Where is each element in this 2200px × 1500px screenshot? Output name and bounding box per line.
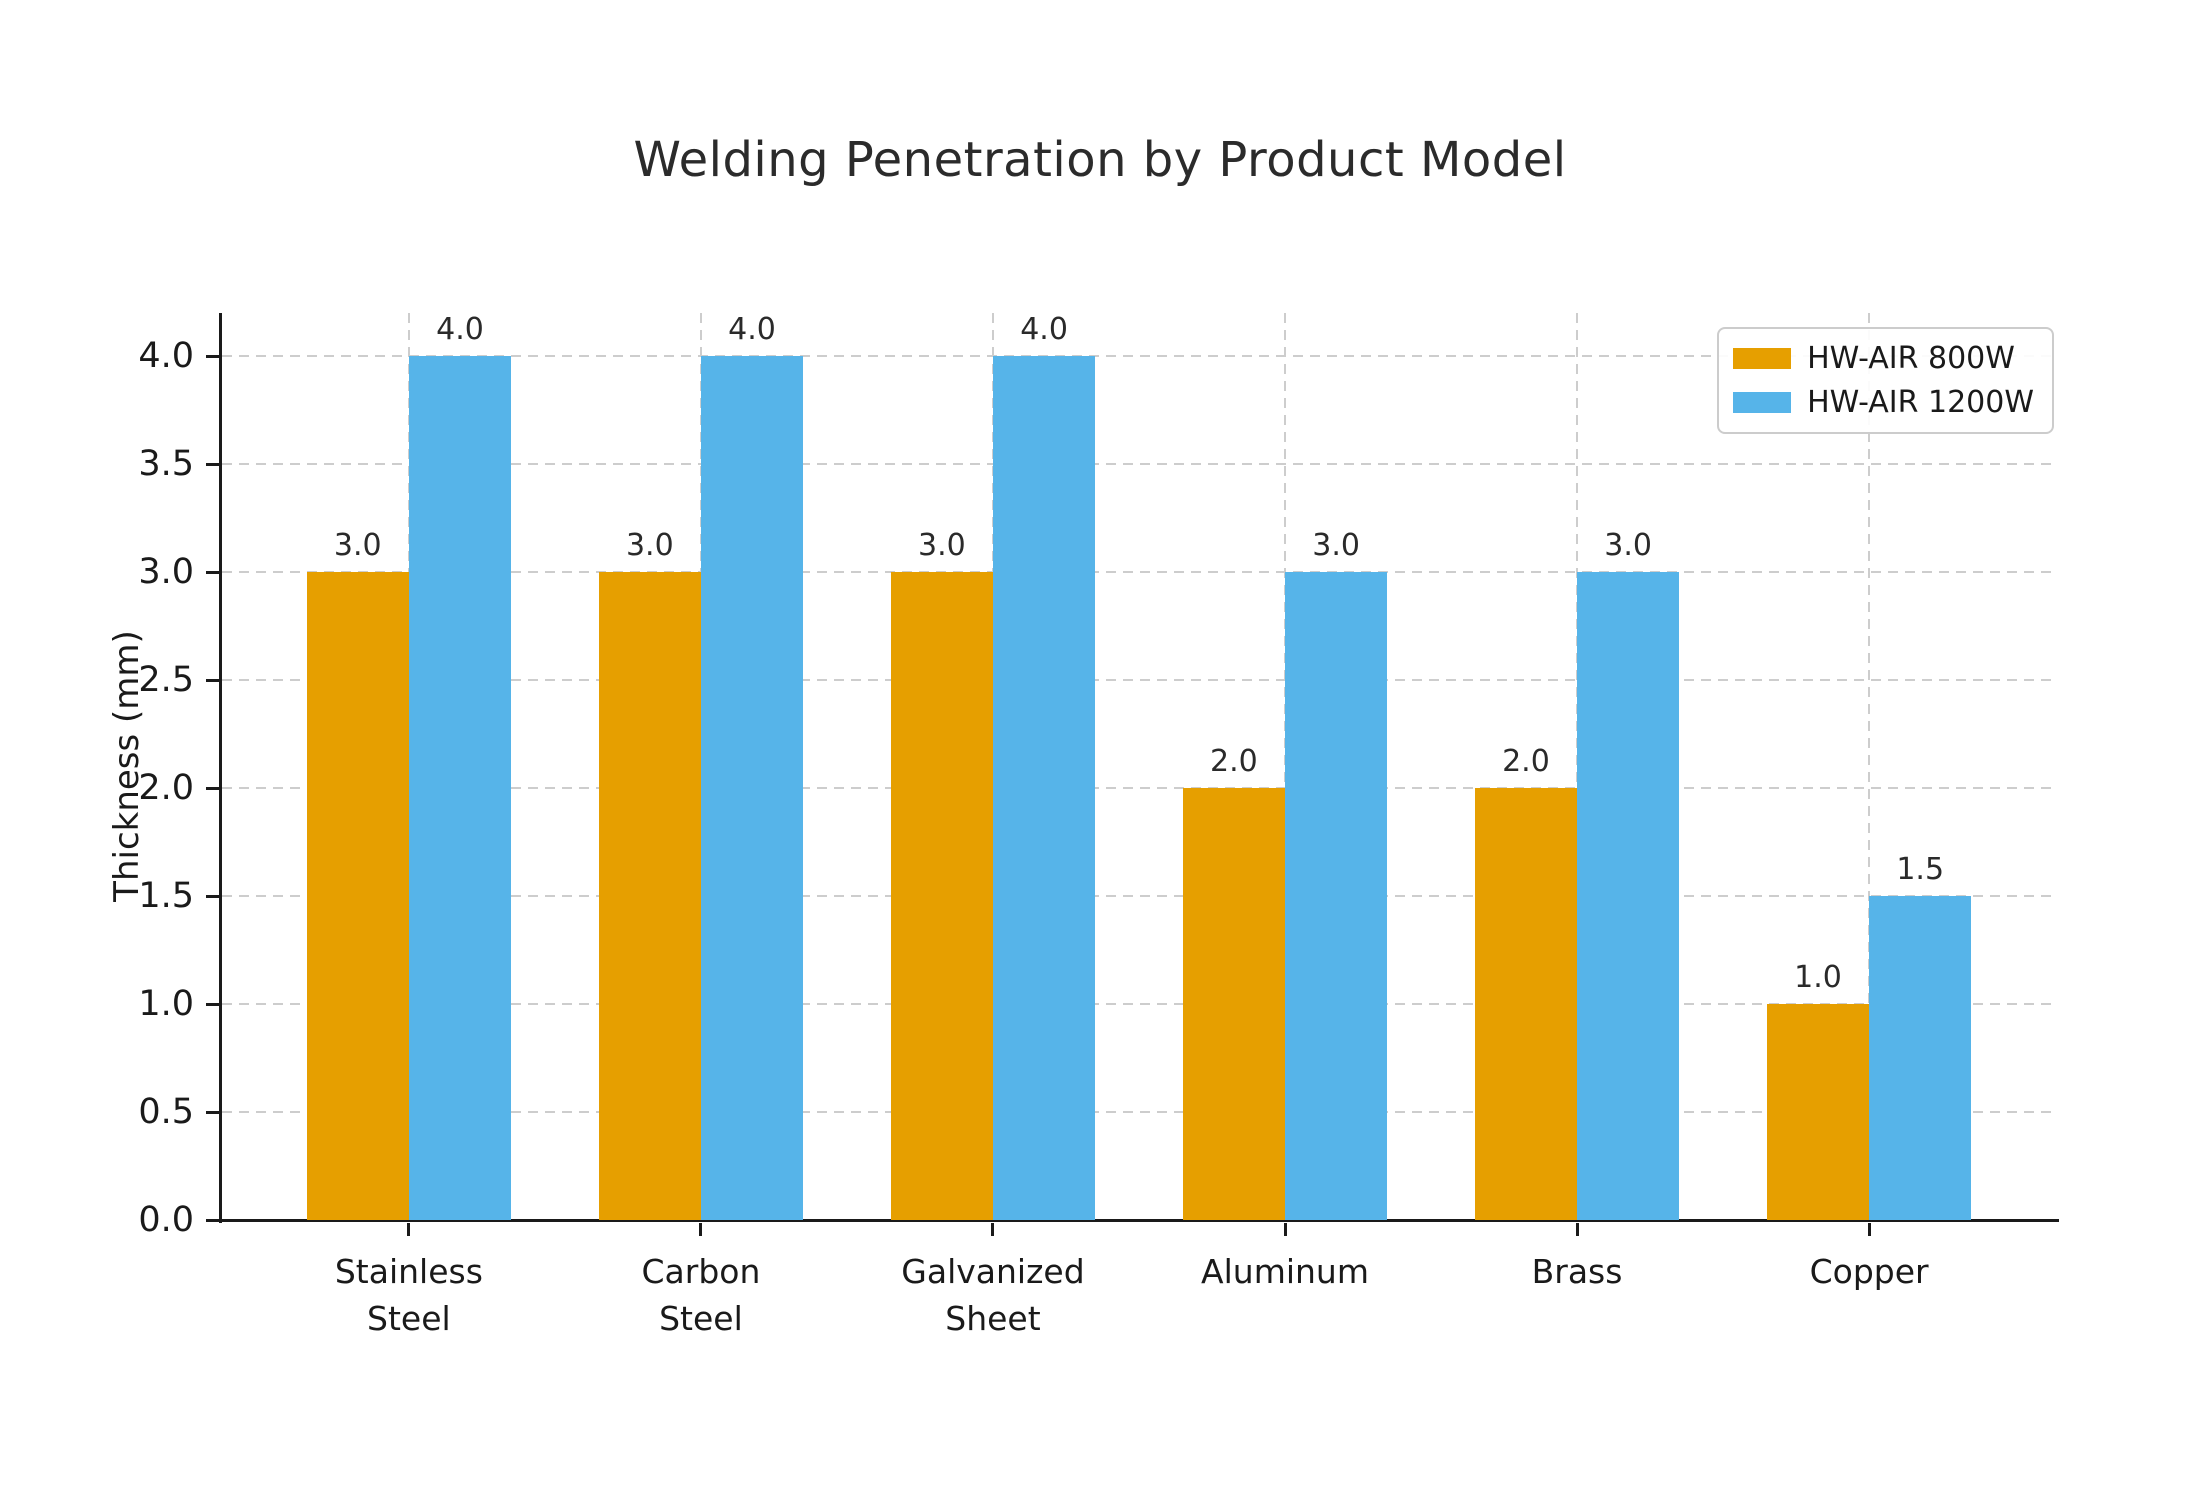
x-tick-label-line: Aluminum xyxy=(1201,1252,1369,1291)
bar-hw-air-800w-galvanized-sheet xyxy=(890,572,993,1220)
x-tick-label: Galvanized Sheet xyxy=(843,1248,1143,1342)
y-tick-label: 2.0 xyxy=(138,768,194,809)
x-tick-label: Stainless Steel xyxy=(259,1248,559,1342)
bar-value-label: 3.0 xyxy=(625,528,674,564)
y-tick-label: 3.0 xyxy=(138,552,194,593)
x-tick-mark xyxy=(407,1223,411,1236)
x-axis-spine xyxy=(219,1219,2059,1222)
y-tick-label: 4.0 xyxy=(138,336,194,377)
h-gridline xyxy=(222,1003,2056,1006)
x-tick-label-line: Steel xyxy=(659,1299,743,1338)
bar-value-label: 1.5 xyxy=(1896,852,1945,888)
h-gridline xyxy=(222,1111,2056,1114)
y-tick-label: 1.0 xyxy=(138,984,194,1025)
y-tick-mark xyxy=(206,1110,219,1114)
bar-value-label: 3.0 xyxy=(333,528,382,564)
bar-hw-air-1200w-brass xyxy=(1577,572,1680,1220)
x-tick-mark xyxy=(991,1223,995,1236)
legend-swatch-1200w-icon xyxy=(1733,392,1792,413)
y-axis-spine xyxy=(219,313,222,1223)
y-tick-label: 3.5 xyxy=(138,444,194,485)
bar-hw-air-1200w-galvanized-sheet xyxy=(992,356,1096,1220)
bar-hw-air-800w-aluminum xyxy=(1182,788,1285,1220)
bar-hw-air-1200w-aluminum xyxy=(1285,572,1388,1220)
plot-area: HW-AIR 800W HW-AIR 1200W 3.0 3.0 3.0 2.0 2.0… xyxy=(222,312,2056,1220)
y-tick-mark xyxy=(206,1002,219,1006)
y-tick-mark xyxy=(206,678,219,682)
bar-hw-air-1200w-stainless-steel xyxy=(408,356,512,1220)
bar-value-label: 3.0 xyxy=(1604,528,1652,564)
y-tick-label: 0.0 xyxy=(138,1200,194,1240)
x-tick-mark xyxy=(1283,1223,1287,1236)
y-tick-mark xyxy=(206,462,219,466)
y-tick-mark xyxy=(206,570,219,574)
bar-value-label: 1.0 xyxy=(1794,960,1842,996)
y-tick-label: 0.5 xyxy=(138,1092,194,1133)
h-gridline xyxy=(222,895,2056,898)
y-tick-mark xyxy=(206,786,219,790)
bar-hw-air-1200w-copper xyxy=(1869,896,1972,1220)
bar-value-label: 3.0 xyxy=(1312,528,1360,564)
y-tick-mark xyxy=(206,894,219,898)
bar-hw-air-800w-brass xyxy=(1474,788,1578,1220)
x-tick-label-line: Carbon xyxy=(641,1252,761,1291)
legend: HW-AIR 800W HW-AIR 1200W xyxy=(1717,327,2054,434)
bar-value-label: 3.0 xyxy=(918,528,966,564)
bar-value-label: 4.0 xyxy=(728,312,776,348)
bar-hw-air-800w-carbon-steel xyxy=(598,572,701,1220)
bar-hw-air-800w-stainless-steel xyxy=(306,572,409,1220)
h-gridline xyxy=(222,571,2056,574)
x-tick-label-line: Sheet xyxy=(945,1299,1041,1338)
legend-item-800w: HW-AIR 800W xyxy=(1733,341,2034,376)
y-tick-mark xyxy=(206,1218,219,1222)
x-tick-mark xyxy=(1575,1223,1579,1236)
y-tick-mark xyxy=(206,354,219,358)
v-gridline xyxy=(1868,313,1871,1220)
bar-hw-air-800w-copper xyxy=(1766,1004,1870,1220)
h-gridline xyxy=(222,787,2056,790)
x-tick-label-line: Stainless xyxy=(334,1252,483,1291)
legend-label-800w: HW-AIR 800W xyxy=(1807,341,2015,376)
y-tick-label: 2.5 xyxy=(138,660,194,701)
h-gridline xyxy=(222,355,2056,358)
x-tick-label: Aluminum xyxy=(1135,1248,1435,1295)
legend-swatch-800w-icon xyxy=(1733,348,1792,369)
bar-value-label: 2.0 xyxy=(1210,744,1258,780)
bar-value-label: 4.0 xyxy=(436,312,484,348)
x-tick-label-line: Steel xyxy=(367,1299,451,1338)
x-tick-label: Brass xyxy=(1427,1248,1727,1295)
bar-value-label: 4.0 xyxy=(1020,312,1068,348)
bar-hw-air-1200w-carbon-steel xyxy=(700,356,804,1220)
chart-title: Welding Penetration by Product Model xyxy=(633,132,1567,188)
x-tick-label-line: Galvanized xyxy=(901,1252,1085,1291)
h-gridline xyxy=(222,463,2056,466)
x-tick-label: Copper xyxy=(1719,1248,2019,1295)
x-tick-label-line: Copper xyxy=(1809,1252,1929,1291)
x-tick-mark xyxy=(1867,1223,1871,1236)
x-tick-mark xyxy=(699,1223,703,1236)
y-tick-label: 1.5 xyxy=(138,876,194,917)
h-gridline xyxy=(222,679,2056,682)
x-tick-label: Carbon Steel xyxy=(551,1248,851,1342)
x-tick-label-line: Brass xyxy=(1531,1252,1623,1291)
legend-label-1200w: HW-AIR 1200W xyxy=(1807,385,2034,420)
bar-value-label: 2.0 xyxy=(1502,744,1550,780)
legend-item-1200w: HW-AIR 1200W xyxy=(1733,385,2034,420)
